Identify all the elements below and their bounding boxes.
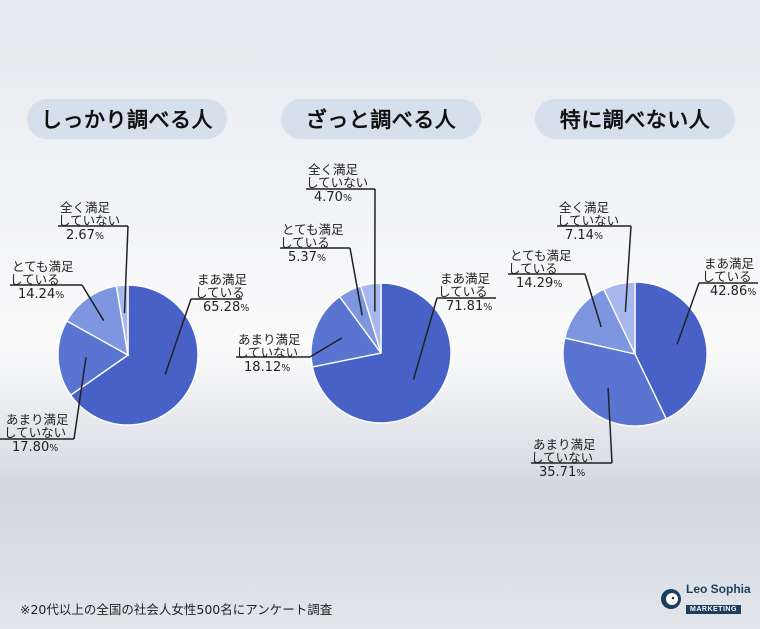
slice-label-line2-0-0: している bbox=[195, 285, 245, 300]
leader-line-2-0 bbox=[676, 282, 700, 345]
pie-slice-2-1 bbox=[562, 337, 668, 427]
slice-label-1-3: 全く満足 bbox=[308, 162, 359, 177]
slice-value-2-1: 35.71% bbox=[539, 465, 585, 480]
slice-label-0-1: あまり満足 bbox=[6, 412, 69, 427]
brand-logo: Leo Sophia MARKETING bbox=[660, 583, 751, 615]
slice-value-1-1: 18.12% bbox=[244, 360, 290, 375]
slice-label-line2-0-1: していない bbox=[4, 425, 66, 440]
slice-value-2-0: 42.86% bbox=[710, 284, 756, 299]
leader-line-0-0 bbox=[164, 298, 192, 375]
leader-line-1-1 bbox=[309, 337, 343, 358]
slice-value-0-0: 65.28% bbox=[203, 300, 249, 315]
slice-label-line2-2-0: している bbox=[702, 269, 752, 284]
pie-slice-0-1 bbox=[57, 319, 130, 397]
slice-value-1-0: 71.81% bbox=[446, 299, 492, 314]
slice-label-line2-1-0: している bbox=[438, 284, 488, 299]
slice-label-line2-1-1: していない bbox=[236, 345, 298, 360]
leader-line-2-1 bbox=[607, 387, 613, 464]
slice-label-line2-2-1: していない bbox=[531, 450, 593, 465]
brand-subtitle: MARKETING bbox=[686, 605, 741, 614]
leader-line-2-2 bbox=[584, 273, 602, 328]
slice-label-2-2: とても満足 bbox=[510, 248, 572, 263]
chart-title-thorough: しっかり調べる人 bbox=[27, 99, 227, 139]
slice-value-1-2: 5.37% bbox=[288, 250, 326, 265]
slice-label-1-1: あまり満足 bbox=[238, 332, 301, 347]
slice-value-2-3: 7.14% bbox=[565, 228, 603, 243]
leader-line-0-1 bbox=[73, 357, 87, 440]
lion-icon bbox=[661, 589, 681, 609]
chart-title-none: 特に調べない人 bbox=[535, 99, 735, 139]
slice-value-0-1: 17.80% bbox=[12, 440, 58, 455]
slice-value-2-2: 14.29% bbox=[516, 276, 562, 291]
slice-label-2-0: まあ満足 bbox=[704, 256, 755, 271]
slice-label-0-0: まあ満足 bbox=[197, 272, 248, 287]
slice-label-line2-1-3: していない bbox=[306, 175, 368, 190]
slice-label-0-2: とても満足 bbox=[12, 259, 74, 274]
slice-label-line2-2-2: している bbox=[508, 261, 558, 276]
pie-slice-1-1 bbox=[310, 295, 383, 368]
slice-value-1-3: 4.70% bbox=[314, 190, 352, 205]
pie-slice-0-2 bbox=[65, 285, 129, 357]
slice-label-2-3: 全く満足 bbox=[559, 200, 610, 215]
slice-label-0-3: 全く満足 bbox=[60, 200, 111, 215]
footnote: ※20代以上の全国の社会人女性500名にアンケート調査 bbox=[20, 602, 333, 617]
slice-value-0-3: 2.67% bbox=[66, 228, 104, 243]
pie-slice-0-0 bbox=[69, 284, 199, 426]
slice-value-0-2: 14.24% bbox=[18, 287, 64, 302]
slice-label-2-1: あまり満足 bbox=[533, 437, 596, 452]
slice-label-1-0: まあ満足 bbox=[440, 271, 491, 286]
slice-label-line2-1-2: している bbox=[280, 235, 330, 250]
pie-slice-2-0 bbox=[634, 281, 708, 420]
pie-slice-1-3 bbox=[359, 282, 382, 354]
brand-name: Leo Sophia bbox=[686, 582, 751, 596]
chart-title-quick: ざっと調べる人 bbox=[281, 99, 481, 139]
leader-line-0-3 bbox=[123, 225, 129, 314]
slice-label-line2-2-3: していない bbox=[557, 213, 619, 228]
pie-slice-2-3 bbox=[602, 281, 636, 355]
leader-line-1-0 bbox=[412, 297, 438, 380]
slice-label-1-2: とても満足 bbox=[282, 222, 344, 237]
leader-line-2-3 bbox=[624, 225, 632, 312]
leader-line-0-2 bbox=[81, 284, 105, 322]
leader-line-1-2 bbox=[349, 247, 363, 316]
slice-label-line2-0-2: している bbox=[10, 272, 60, 287]
slice-label-line2-0-3: していない bbox=[58, 213, 120, 228]
